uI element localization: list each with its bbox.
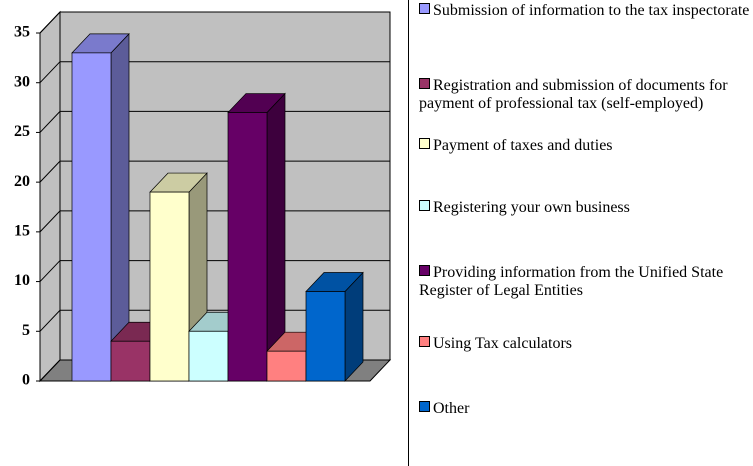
- legend-item: Using Tax calculators: [419, 335, 751, 353]
- legend-swatch: [419, 336, 430, 347]
- legend-label: Payment of taxes and duties: [433, 137, 613, 154]
- legend-item: Other: [419, 400, 751, 418]
- legend-swatch: [419, 3, 430, 14]
- legend-label: Using Tax calculators: [433, 335, 572, 352]
- bar: [227, 112, 268, 382]
- legend-label: Registration and submission of documents…: [419, 77, 728, 112]
- bar: [188, 330, 229, 382]
- grid-line: [39, 61, 390, 84]
- legend-swatch: [419, 138, 430, 149]
- bar: [110, 340, 151, 382]
- legend-swatch: [419, 78, 430, 89]
- bar: [305, 291, 346, 382]
- legend-swatch: [419, 401, 430, 412]
- y-tick-label: 35: [14, 24, 30, 41]
- y-tick-label: 15: [14, 223, 30, 240]
- bar: [71, 52, 112, 382]
- grid-line: [39, 11, 390, 34]
- legend-label: Other: [433, 400, 470, 417]
- bar: [149, 191, 190, 382]
- y-tick-label: 0: [22, 372, 30, 389]
- legend-label: Submission of information to the tax ins…: [433, 2, 750, 19]
- y-tick-label: 30: [14, 73, 30, 90]
- legend-item: Registration and submission of documents…: [419, 77, 751, 113]
- y-tick-label: 5: [22, 322, 30, 339]
- legend: Submission of information to the tax ins…: [408, 0, 753, 466]
- legend-label: Registering your own business: [433, 199, 630, 216]
- legend-item: Submission of information to the tax ins…: [419, 2, 751, 20]
- bar: [266, 350, 307, 382]
- legend-item: Registering your own business: [419, 199, 751, 217]
- legend-swatch: [419, 265, 430, 276]
- side-wall: [39, 10, 61, 383]
- chart: 0 5 10 15 20 25 30 35: [14, 10, 392, 389]
- legend-swatch: [419, 200, 430, 211]
- legend-item: Providing information from the Unified S…: [419, 264, 751, 300]
- y-tick-label: 10: [14, 272, 30, 289]
- legend-item: Payment of taxes and duties: [419, 137, 751, 155]
- y-tick-label: 25: [14, 123, 30, 140]
- y-tick-label: 20: [14, 173, 30, 190]
- legend-label: Providing information from the Unified S…: [419, 264, 724, 299]
